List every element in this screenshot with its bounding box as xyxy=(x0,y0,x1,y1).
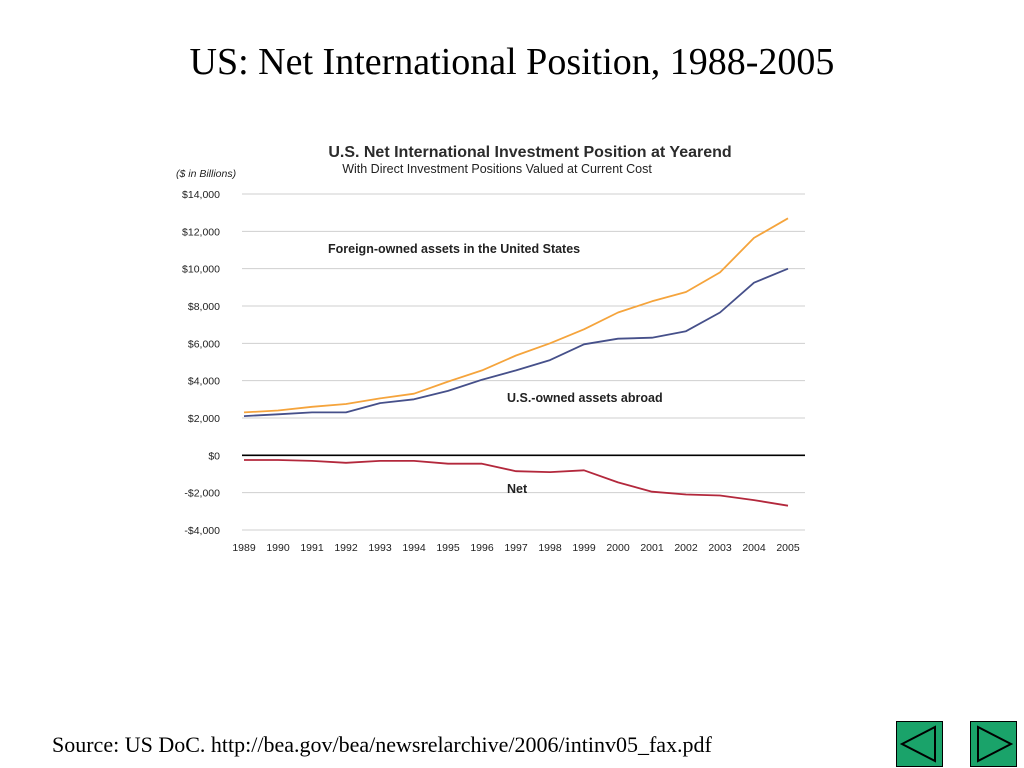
y-tick-label: $6,000 xyxy=(188,338,220,350)
x-tick-label: 1995 xyxy=(436,542,460,554)
y-tick-label: $14,000 xyxy=(182,189,220,201)
slide-title: US: Net International Position, 1988-200… xyxy=(189,41,835,83)
y-tick-label: -$2,000 xyxy=(184,488,220,500)
next-slide-button[interactable] xyxy=(970,721,1017,767)
x-tick-label: 2002 xyxy=(674,542,698,554)
x-tick-label: 2000 xyxy=(606,542,630,554)
x-tick-label: 2005 xyxy=(776,542,800,554)
x-tick-label: 1997 xyxy=(504,542,528,554)
x-tick-label: 1992 xyxy=(334,542,358,554)
source-citation: Source: US DoC. http://bea.gov/bea/newsr… xyxy=(52,732,712,757)
x-tick-label: 2001 xyxy=(640,542,664,554)
x-tick-label: 1998 xyxy=(538,542,562,554)
line-chart: U.S. Net International Investment Positi… xyxy=(176,144,805,554)
x-tick-label: 2004 xyxy=(742,542,766,554)
unit-label: ($ in Billions) xyxy=(176,168,236,180)
series-label-net: Net xyxy=(507,482,528,496)
series-label-foreign-owned: Foreign-owned assets in the United State… xyxy=(328,242,580,256)
x-tick-label: 1990 xyxy=(266,542,290,554)
series-line-0 xyxy=(243,217,789,414)
x-tick-label: 1996 xyxy=(470,542,494,554)
y-tick-label: $10,000 xyxy=(182,264,220,276)
x-tick-label: 1994 xyxy=(402,542,426,554)
chart-title: U.S. Net International Investment Positi… xyxy=(328,144,731,161)
series-line-1 xyxy=(243,267,789,417)
y-tick-label: -$4,000 xyxy=(184,525,220,537)
triangle-right-icon xyxy=(977,725,1014,763)
x-tick-label: 1993 xyxy=(368,542,392,554)
triangle-left-icon xyxy=(899,725,936,763)
y-tick-label: $12,000 xyxy=(182,226,220,238)
series-line-2 xyxy=(244,459,789,507)
y-tick-label: $4,000 xyxy=(188,376,220,388)
series-label-us-owned: U.S.-owned assets abroad xyxy=(507,391,663,405)
x-tick-label: 1989 xyxy=(232,542,256,554)
x-tick-label: 1991 xyxy=(300,542,324,554)
x-tick-label: 2003 xyxy=(708,542,732,554)
x-tick-label: 1999 xyxy=(572,542,596,554)
chart-subtitle: With Direct Investment Positions Valued … xyxy=(342,162,652,176)
previous-slide-button[interactable] xyxy=(896,721,943,767)
y-tick-label: $8,000 xyxy=(188,301,220,313)
y-tick-label: $0 xyxy=(208,450,220,462)
y-tick-label: $2,000 xyxy=(188,413,220,425)
